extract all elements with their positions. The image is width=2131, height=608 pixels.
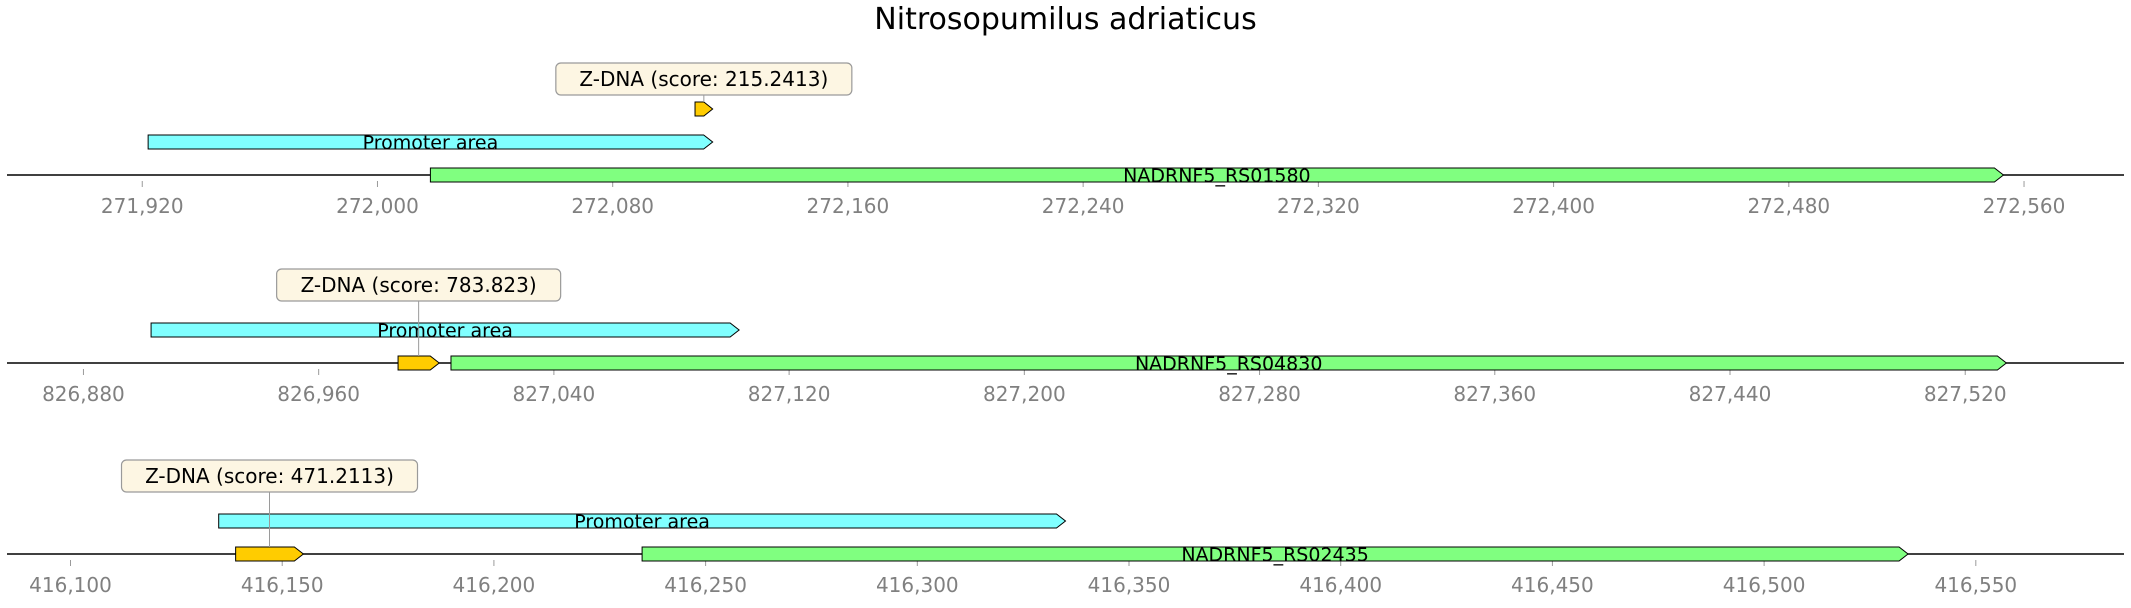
- tick-label: 272,000: [336, 194, 419, 218]
- tick-label: 272,480: [1747, 194, 1830, 218]
- tick-label: 272,400: [1512, 194, 1595, 218]
- gene-label: NADRNF5_RS04830: [1135, 353, 1322, 375]
- tick-label: 272,320: [1277, 194, 1360, 218]
- tick-label: 272,240: [1042, 194, 1125, 218]
- tick-label: 272,560: [1983, 194, 2066, 218]
- tick-label: 416,250: [664, 573, 747, 597]
- callout-label: Z-DNA (score: 215.2413): [579, 67, 828, 91]
- tick-label: 416,550: [1934, 573, 2017, 597]
- figure-title: Nitrosopumilus adriaticus: [874, 2, 1257, 37]
- callout-box: [555, 62, 853, 96]
- gene-label: NADRNF5_RS02435: [1181, 544, 1368, 566]
- tick-label: 416,350: [1088, 573, 1171, 597]
- tick-label: 416,400: [1299, 573, 1382, 597]
- tick-label: 416,150: [241, 573, 324, 597]
- promoter-arrow: [218, 513, 1067, 529]
- tick-label: 416,450: [1511, 573, 1594, 597]
- tick-label: 826,880: [42, 382, 125, 406]
- promoter-label: Promoter area: [363, 132, 499, 154]
- tick-label: 826,960: [277, 382, 360, 406]
- tick-label: 827,200: [983, 382, 1066, 406]
- tick-label: 416,100: [29, 573, 112, 597]
- promoter-label: Promoter area: [377, 320, 513, 342]
- callout-box: [120, 459, 419, 493]
- zdna-arrow: [397, 355, 441, 371]
- tick-label: 416,200: [453, 573, 536, 597]
- tick-label: 827,280: [1218, 382, 1301, 406]
- tick-label: 416,300: [876, 573, 959, 597]
- tick-label: 827,360: [1453, 382, 1536, 406]
- gene-arrow: [429, 167, 2005, 183]
- gene-label: NADRNF5_RS01580: [1123, 165, 1310, 187]
- gene-arrow: [450, 355, 2008, 371]
- tick-label: 827,040: [513, 382, 596, 406]
- zdna-arrow: [235, 546, 305, 562]
- promoter-label: Promoter area: [574, 511, 710, 533]
- tick-label: 827,520: [1924, 382, 2007, 406]
- gene-arrow: [641, 546, 1909, 562]
- panel-rs02435: 416,100 416,150 416,200 416,250 416,300 416,3…: [7, 459, 2124, 597]
- zdna-arrow: [694, 101, 714, 117]
- panel-rs04830: 826,880 826,960 827,040 827,120 827,200 827,2…: [7, 268, 2124, 406]
- tick-label: 827,120: [748, 382, 831, 406]
- tick-label: 272,080: [571, 194, 654, 218]
- callout-label: Z-DNA (score: 783.823): [301, 273, 537, 297]
- tick-label: 827,440: [1689, 382, 1772, 406]
- callout-box: [276, 268, 562, 302]
- panel-rs01580: 271,920 272,000 272,080 272,160 272,240 272,3…: [7, 62, 2124, 218]
- tick-label: 416,500: [1723, 573, 1806, 597]
- promoter-arrow: [150, 322, 740, 338]
- tick-label: 271,920: [101, 194, 184, 218]
- callout-label: Z-DNA (score: 471.2113): [145, 464, 394, 488]
- tick-label: 272,160: [807, 194, 890, 218]
- promoter-arrow: [147, 134, 714, 150]
